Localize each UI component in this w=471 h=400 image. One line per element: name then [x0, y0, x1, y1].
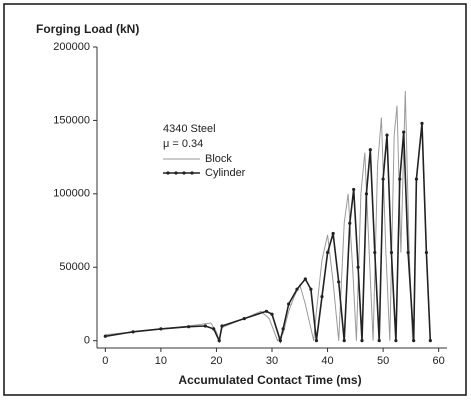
series-point — [360, 339, 364, 343]
series-point — [402, 130, 406, 134]
y-tick-label: 50000 — [59, 261, 90, 273]
y-axis-label: Forging Load (kN) — [36, 22, 139, 36]
series-point — [242, 317, 246, 321]
series-point — [159, 327, 163, 331]
series-point — [342, 339, 346, 343]
series-point — [394, 339, 398, 343]
legend-label: Block — [205, 153, 232, 165]
series-point — [337, 280, 341, 284]
series-point — [264, 309, 269, 313]
series-point — [220, 324, 224, 328]
series-point — [187, 325, 191, 329]
series-point — [385, 133, 389, 137]
x-tick-label: 0 — [102, 355, 108, 367]
legend-label: Cylinder — [205, 167, 246, 179]
series-point — [368, 148, 372, 152]
series-point — [373, 250, 377, 255]
series-point — [356, 265, 360, 269]
y-tick-label: 150000 — [53, 114, 90, 126]
series-point — [424, 250, 429, 255]
x-tick-label: 20 — [210, 355, 222, 367]
series-point — [414, 177, 419, 181]
series-point — [287, 302, 291, 306]
x-tick-label: 50 — [377, 355, 389, 367]
series-point — [377, 339, 381, 343]
x-tick-label: 40 — [321, 355, 333, 367]
x-tick-label: 60 — [433, 355, 445, 367]
series-point — [212, 327, 216, 331]
series-point — [364, 192, 369, 196]
series-point — [217, 339, 221, 343]
x-tick-label: 10 — [155, 355, 167, 367]
annotation: μ = 0.34 — [163, 138, 203, 150]
series-point — [420, 121, 424, 125]
series-point — [389, 250, 394, 255]
series-point — [278, 339, 282, 343]
series-point — [281, 327, 285, 331]
series-point — [295, 287, 299, 291]
legend-dot — [190, 171, 194, 175]
series-point — [320, 295, 324, 299]
series-point — [203, 324, 207, 328]
legend-dot — [166, 171, 170, 175]
series-point — [398, 177, 402, 181]
y-tick-label: 0 — [84, 335, 90, 347]
legend-dot — [182, 171, 186, 175]
series-point — [314, 339, 319, 343]
series-point — [103, 334, 107, 338]
series-point — [412, 339, 416, 343]
x-axis-label: Accumulated Contact Time (ms) — [178, 373, 361, 387]
series-point — [428, 339, 432, 343]
series-point — [381, 177, 385, 181]
y-tick-label: 100000 — [53, 188, 90, 200]
series-point — [331, 231, 335, 236]
y-tick-label: 200000 — [53, 41, 90, 53]
x-tick-label: 30 — [266, 355, 278, 367]
series-point — [352, 187, 356, 192]
annotation: 4340 Steel — [163, 123, 216, 135]
series-point — [131, 330, 135, 334]
series-point — [325, 250, 330, 255]
series-point — [270, 312, 274, 316]
series-point — [309, 287, 313, 291]
series-point — [303, 277, 307, 281]
legend-dot — [174, 171, 178, 175]
series-point — [406, 250, 410, 255]
series-point — [348, 221, 352, 225]
